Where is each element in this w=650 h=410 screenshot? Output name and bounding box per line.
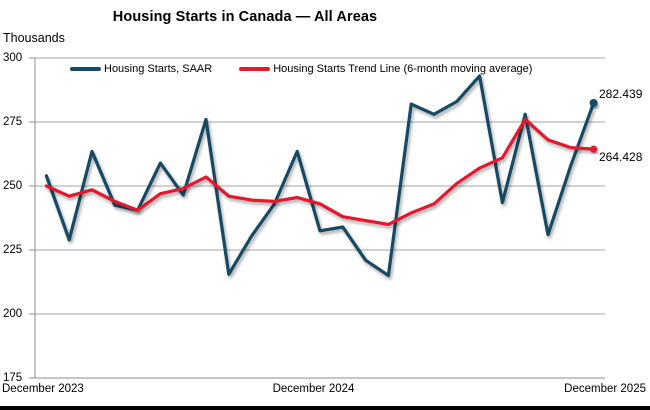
x-tick-label-dec-2024: December 2024 [272, 383, 355, 395]
trend-line-swatch-icon [239, 67, 271, 71]
y-tick-label-275: 275 [3, 116, 23, 128]
y-tick-label-200: 200 [3, 308, 23, 320]
chart-legend: Housing Starts, SAAR Housing Starts Tren… [70, 63, 532, 75]
saar-end-value-label: 282.439 [599, 86, 643, 101]
legend-item-saar[interactable]: Housing Starts, SAAR [70, 63, 212, 75]
chart-title: Housing Starts in Canada — All Areas [112, 9, 378, 25]
legend-item-trend[interactable]: Housing Starts Trend Line (6-month movin… [239, 63, 532, 75]
x-tick-label-dec-2025: December 2025 [564, 383, 646, 395]
y-tick-label-250: 250 [3, 180, 23, 192]
series-line-trend[interactable] [44, 117, 596, 226]
y-tick-label-225: 225 [3, 244, 23, 256]
series-line-saar[interactable] [44, 74, 596, 278]
legend-label-trend: Housing Starts Trend Line (6-month movin… [273, 63, 533, 75]
end-marker-trend[interactable] [590, 145, 598, 153]
y-axis-unit-label: Thousands [3, 31, 65, 45]
end-marker-saar[interactable] [589, 98, 598, 107]
y-tick-label-175: 175 [3, 372, 23, 384]
legend-label-saar: Housing Starts, SAAR [104, 63, 213, 75]
x-tick-label-dec-2023: December 2023 [2, 383, 84, 395]
bottom-border [0, 406, 650, 410]
y-tick-label-300: 300 [3, 52, 23, 64]
saar-line-swatch-icon [70, 67, 101, 71]
trend-end-value-label: 264.428 [599, 150, 643, 165]
